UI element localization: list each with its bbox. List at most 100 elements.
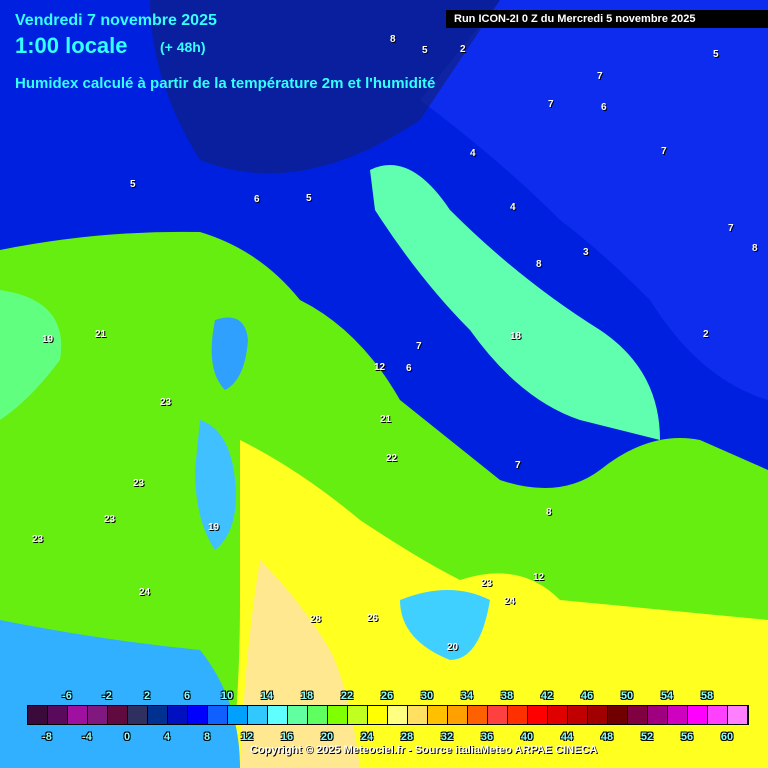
humidex-value-label: 8 bbox=[546, 507, 552, 518]
humidex-value-label: 5 bbox=[422, 45, 428, 56]
legend-label-top: 54 bbox=[660, 690, 674, 702]
humidex-value-label: 23 bbox=[104, 514, 116, 525]
map-subtitle: Humidex calculé à partir de la températu… bbox=[15, 75, 436, 92]
legend-swatch bbox=[628, 706, 648, 724]
legend-label-bottom: -8 bbox=[42, 731, 52, 743]
lead-time: (+ 48h) bbox=[160, 39, 206, 55]
legend-swatch bbox=[128, 706, 148, 724]
legend-swatch bbox=[168, 706, 188, 724]
legend-label-bottom: 44 bbox=[560, 731, 574, 743]
humidex-value-label: 24 bbox=[504, 596, 516, 607]
legend-label-bottom: 36 bbox=[480, 731, 494, 743]
humidex-value-label: 18 bbox=[510, 331, 522, 342]
legend-label-top: 42 bbox=[540, 690, 554, 702]
legend-swatch bbox=[28, 706, 48, 724]
humidex-value-label: 2 bbox=[460, 44, 466, 55]
humidex-value-label: 21 bbox=[380, 414, 392, 425]
legend-swatch bbox=[108, 706, 128, 724]
legend-label-top: -2 bbox=[102, 690, 112, 702]
legend-label-bottom: 28 bbox=[400, 731, 414, 743]
copyright: Copyright © 2025 Meteociel.fr - Source i… bbox=[250, 744, 598, 756]
legend-label-bottom: 8 bbox=[203, 731, 211, 743]
legend-label-bottom: 60 bbox=[720, 731, 734, 743]
legend-swatch bbox=[448, 706, 468, 724]
legend-label-top: 38 bbox=[500, 690, 514, 702]
humidex-value-label: 19 bbox=[208, 522, 220, 533]
humidex-value-label: 12 bbox=[374, 362, 386, 373]
legend-label-bottom: 40 bbox=[520, 731, 534, 743]
legend-label-bottom: 52 bbox=[640, 731, 654, 743]
legend-swatch bbox=[148, 706, 168, 724]
humidex-value-label: 20 bbox=[447, 642, 459, 653]
humidex-value-label: 26 bbox=[367, 613, 379, 624]
legend-swatch bbox=[388, 706, 408, 724]
legend-label-top: 2 bbox=[143, 690, 151, 702]
humidex-value-label: 23 bbox=[160, 397, 172, 408]
humidex-value-label: 4 bbox=[510, 202, 516, 213]
legend-swatch bbox=[348, 706, 368, 724]
model-run-label: Run ICON-2I 0 Z du Mercredi 5 novembre 2… bbox=[446, 10, 768, 28]
legend-swatch bbox=[368, 706, 388, 724]
legend-swatch bbox=[308, 706, 328, 724]
forecast-time: 1:00 locale bbox=[15, 33, 128, 58]
legend-swatch bbox=[688, 706, 708, 724]
humidex-value-label: 7 bbox=[661, 146, 667, 157]
legend-swatch bbox=[88, 706, 108, 724]
humidex-value-label: 28 bbox=[310, 614, 322, 625]
legend-swatch bbox=[48, 706, 68, 724]
legend-swatch bbox=[668, 706, 688, 724]
legend-label-bottom: 24 bbox=[360, 731, 374, 743]
humidex-value-label: 24 bbox=[139, 587, 151, 598]
legend-label-top: 14 bbox=[260, 690, 274, 702]
humidex-value-label: 4 bbox=[470, 148, 476, 159]
legend-swatch bbox=[588, 706, 608, 724]
legend-swatch bbox=[248, 706, 268, 724]
forecast-date: Vendredi 7 novembre 2025 bbox=[15, 12, 217, 29]
humidex-value-label: 12 bbox=[533, 572, 545, 583]
legend-swatch bbox=[468, 706, 488, 724]
legend-swatch bbox=[188, 706, 208, 724]
legend-label-bottom: 48 bbox=[600, 731, 614, 743]
legend-label-top: 6 bbox=[183, 690, 191, 702]
humidex-value-label: 3 bbox=[583, 247, 589, 258]
humidex-value-label: 19 bbox=[42, 334, 54, 345]
humidex-value-label: 23 bbox=[133, 478, 145, 489]
legend-label-bottom: 32 bbox=[440, 731, 454, 743]
humidex-value-label: 21 bbox=[95, 329, 107, 340]
legend-label-top: 26 bbox=[380, 690, 394, 702]
humidex-value-label: 2 bbox=[703, 329, 709, 340]
humidex-value-label: 8 bbox=[752, 243, 758, 254]
legend-label-top: 30 bbox=[420, 690, 434, 702]
legend-label-bottom: 0 bbox=[123, 731, 131, 743]
humidex-value-label: 7 bbox=[728, 223, 734, 234]
legend-swatch bbox=[488, 706, 508, 724]
legend-swatch bbox=[328, 706, 348, 724]
legend-swatch bbox=[548, 706, 568, 724]
legend-label-top: 22 bbox=[340, 690, 354, 702]
legend-label-bottom: 16 bbox=[280, 731, 294, 743]
legend-swatch bbox=[568, 706, 588, 724]
humidex-value-label: 5 bbox=[713, 49, 719, 60]
legend-swatch bbox=[228, 706, 248, 724]
legend-label-top: 58 bbox=[700, 690, 714, 702]
legend-swatch bbox=[288, 706, 308, 724]
humidex-value-label: 7 bbox=[597, 71, 603, 82]
legend-label-bottom: 20 bbox=[320, 731, 334, 743]
humidex-value-label: 6 bbox=[601, 102, 607, 113]
legend-label-top: 18 bbox=[300, 690, 314, 702]
humidex-value-label: 5 bbox=[306, 193, 312, 204]
legend-swatch bbox=[268, 706, 288, 724]
humidex-value-label: 5 bbox=[130, 179, 136, 190]
legend-swatch bbox=[68, 706, 88, 724]
legend-swatch bbox=[408, 706, 428, 724]
legend-label-top: 34 bbox=[460, 690, 474, 702]
legend-label-bottom: 12 bbox=[240, 731, 254, 743]
legend-swatch bbox=[648, 706, 668, 724]
legend-swatch bbox=[428, 706, 448, 724]
humidex-value-label: 23 bbox=[481, 578, 493, 589]
legend-swatch bbox=[608, 706, 628, 724]
legend-swatch bbox=[208, 706, 228, 724]
legend-label-top: 50 bbox=[620, 690, 634, 702]
